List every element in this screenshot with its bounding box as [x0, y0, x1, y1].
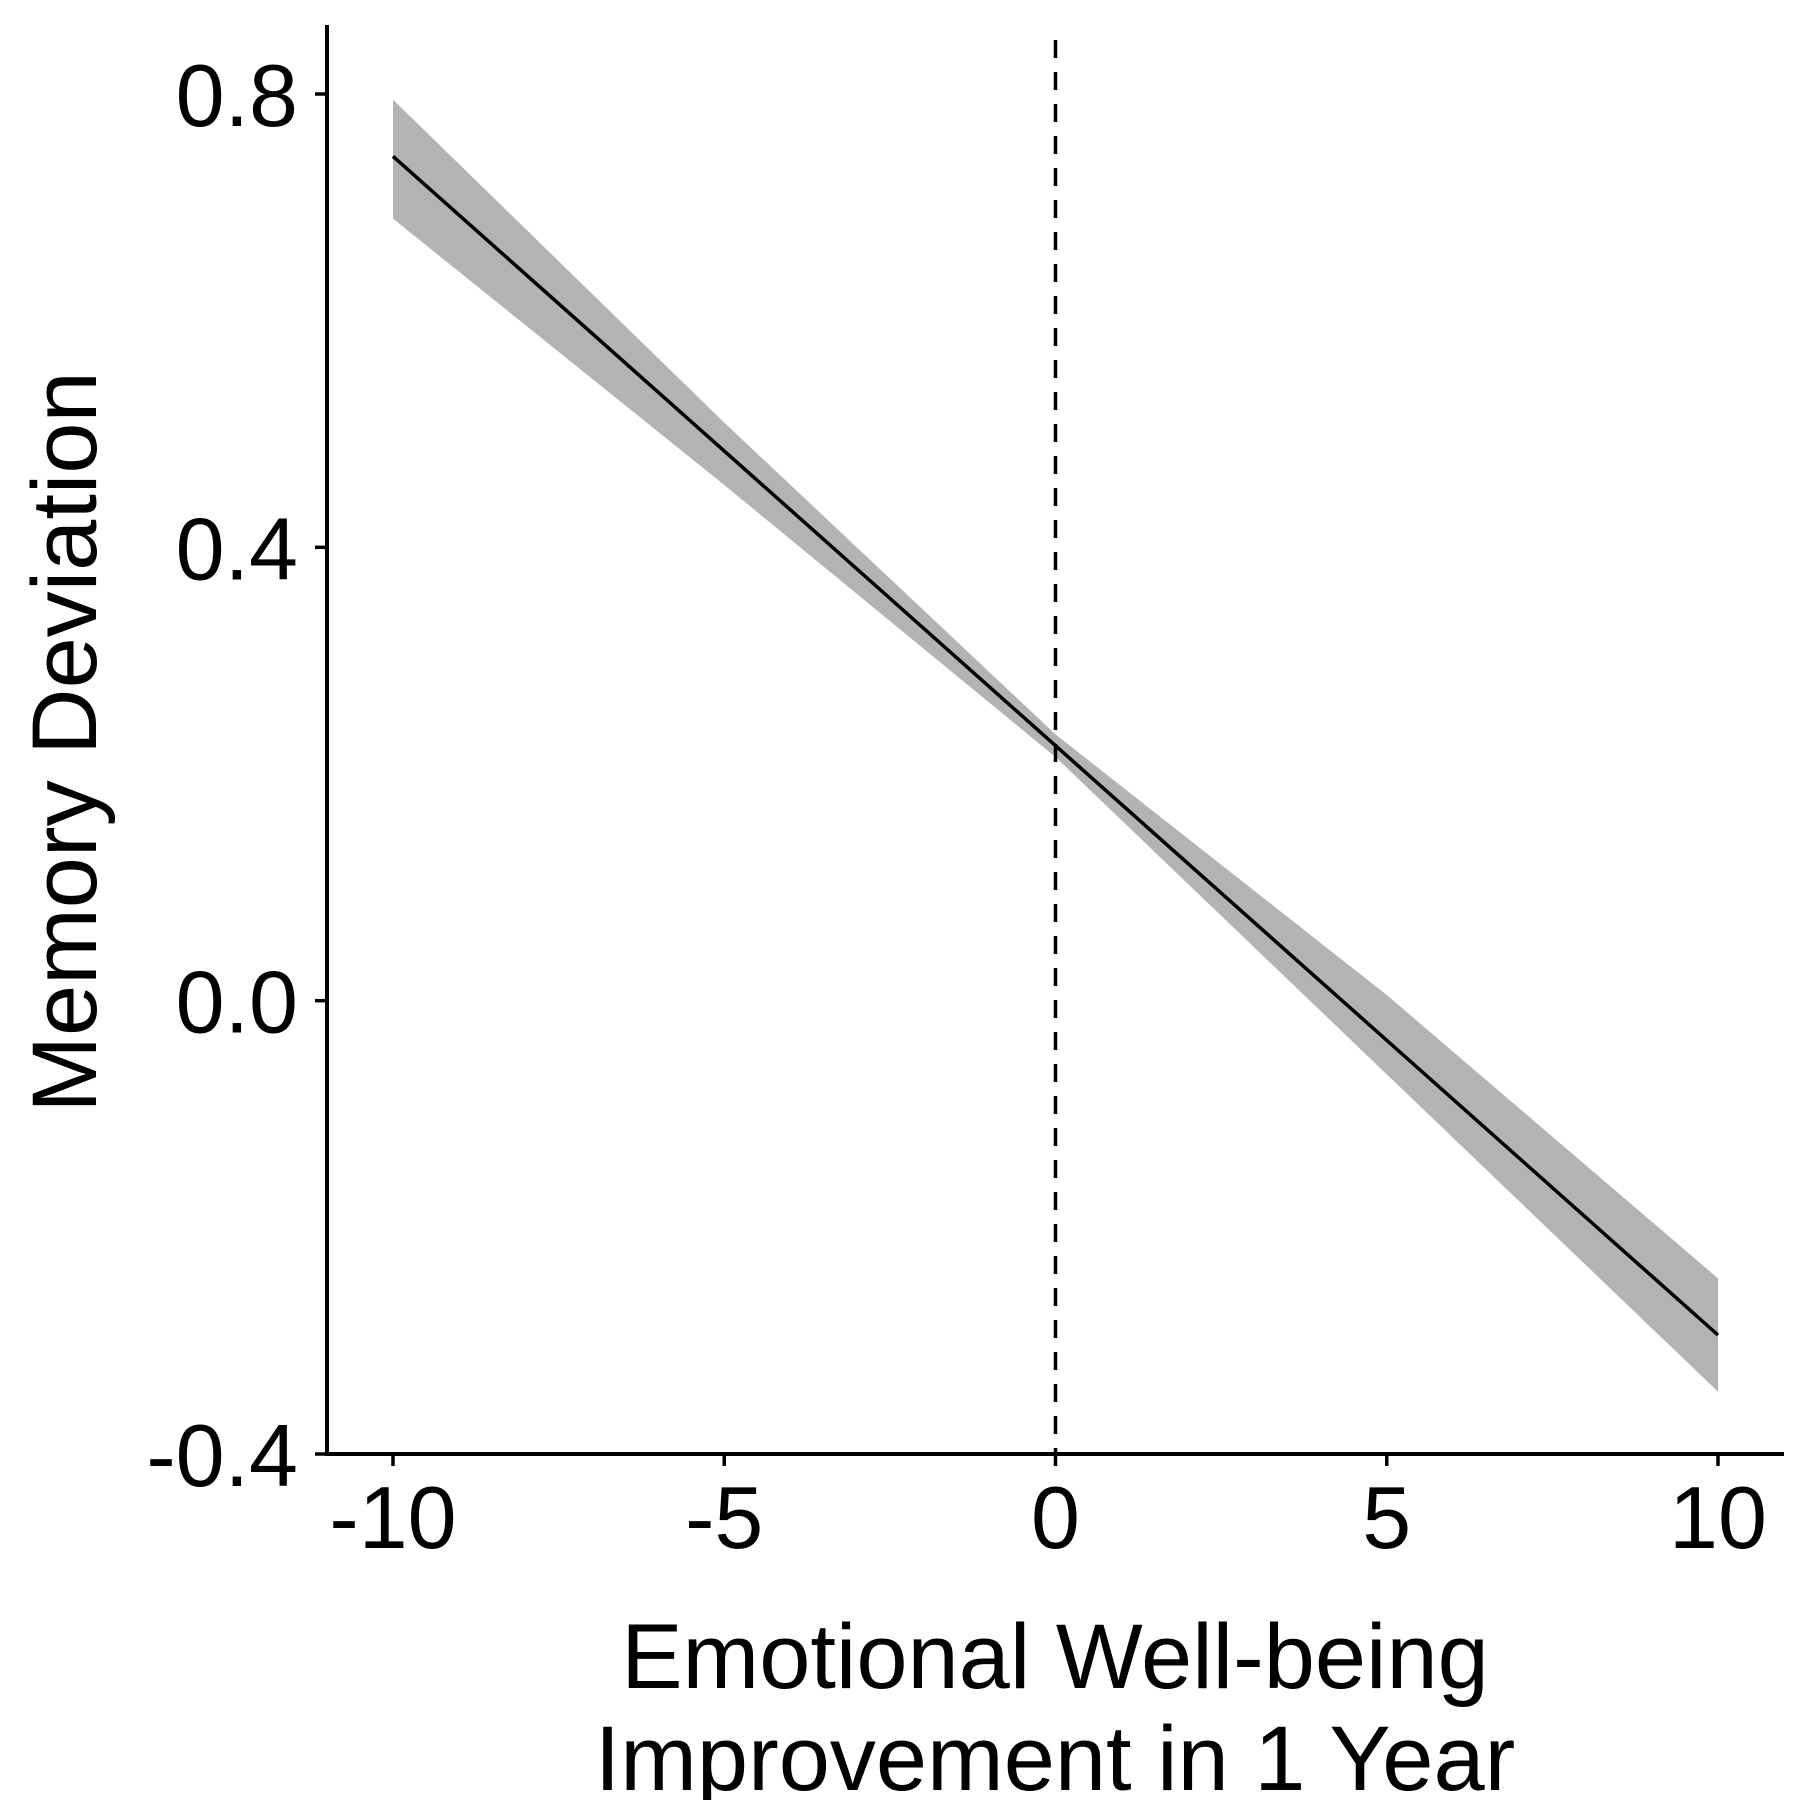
- series-line-0: [391, 155, 1720, 1337]
- x-tick-label: -5: [685, 1468, 763, 1567]
- y-axis-title: Memory Deviation: [14, 371, 116, 1112]
- y-tick-label: -0.4: [146, 1406, 298, 1505]
- y-tick-label: 0.8: [176, 46, 298, 145]
- x-tick-label: 0: [1031, 1468, 1080, 1567]
- x-axis-title-line1: Emotional Well-being: [621, 1606, 1489, 1708]
- x-tick-label: 10: [1669, 1468, 1767, 1567]
- y-tick-label: 0.0: [176, 953, 298, 1052]
- x-tick-label: 5: [1362, 1468, 1411, 1567]
- x-axis-title-line2: Improvement in 1 Year: [595, 1708, 1516, 1800]
- x-tick-label: -10: [329, 1468, 456, 1567]
- y-tick-label: 0.4: [176, 499, 298, 598]
